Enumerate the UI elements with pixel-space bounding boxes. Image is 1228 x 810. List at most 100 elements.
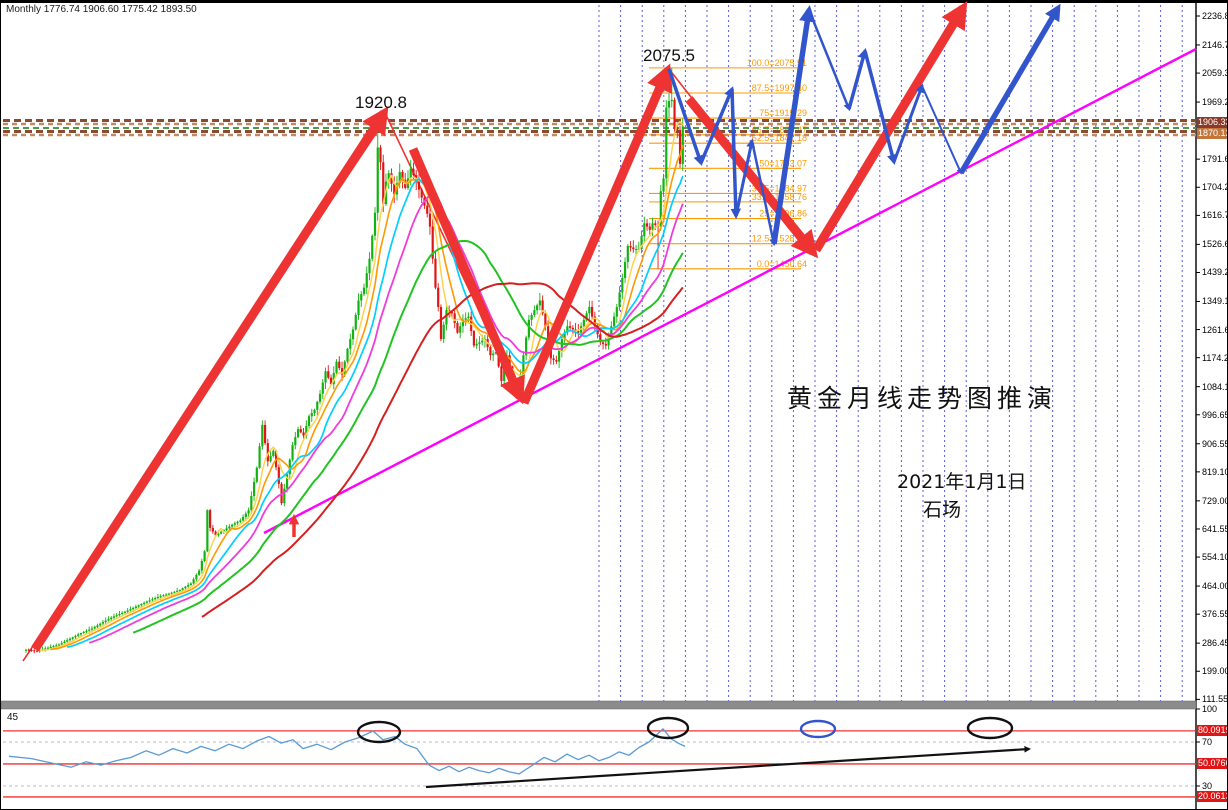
axis-price-label: 1969.20 <box>1202 97 1227 108</box>
blue-projection-arrow <box>730 88 742 220</box>
candle-body <box>547 326 550 343</box>
candle-body <box>49 646 52 648</box>
candle-body <box>555 360 558 362</box>
candle-body <box>536 305 539 311</box>
candle-body <box>678 130 682 164</box>
candle-body <box>632 247 635 250</box>
candle-body <box>365 273 368 288</box>
candle-body <box>582 319 585 327</box>
candle-body <box>299 429 302 433</box>
candle-body <box>236 521 239 524</box>
axis-price-tag: 1870.12 <box>1197 128 1227 140</box>
candle-body <box>82 631 85 633</box>
candle-body <box>211 527 214 532</box>
axis-price-label: 554.10 <box>1202 552 1228 563</box>
axis-price-label: 1791.65 <box>1202 154 1227 165</box>
candle-body <box>74 635 77 638</box>
candle-body <box>343 361 346 375</box>
candle-body <box>492 353 495 356</box>
candle-body <box>217 533 220 536</box>
candle-body <box>250 496 253 511</box>
candle-body <box>247 510 250 514</box>
blue-projection-arrow <box>750 140 777 247</box>
candle-body <box>354 314 357 330</box>
trendline-magenta <box>263 47 1197 535</box>
candle-body <box>508 355 511 367</box>
candle-body <box>673 99 676 127</box>
candle-body <box>288 459 291 475</box>
candle-body <box>577 331 580 333</box>
candle-body <box>206 510 209 552</box>
moving-average <box>39 120 684 652</box>
candle-body <box>63 641 66 644</box>
candle-body <box>252 481 256 497</box>
candle-body <box>461 319 465 327</box>
axis-price-label: 199.00 <box>1202 666 1228 677</box>
candle-body <box>629 245 632 248</box>
candle-body <box>285 474 289 489</box>
candle-body <box>44 648 47 650</box>
candle-body <box>426 205 429 214</box>
candle-body <box>445 310 448 325</box>
candle-body <box>104 620 107 623</box>
candle-body <box>318 393 322 402</box>
candle-body <box>52 646 55 648</box>
fib-label: 37.5=1684.97 <box>752 183 807 193</box>
candle-body <box>302 432 305 436</box>
candle-body <box>159 596 162 598</box>
indicator-axis-label: 30 <box>1202 781 1213 791</box>
candle-body <box>57 644 61 646</box>
candle-body <box>351 329 355 340</box>
candle-body <box>610 326 613 336</box>
candle-body <box>329 377 333 385</box>
candle-body <box>401 171 404 180</box>
candle-body <box>173 591 176 593</box>
candle-body <box>30 650 33 652</box>
chart-title: 黄金月线走势图推演 <box>787 384 1058 413</box>
candle-body <box>621 278 624 293</box>
candle-body <box>574 329 577 332</box>
axis-price-label: 1349.10 <box>1202 296 1227 307</box>
moving-average <box>88 193 684 644</box>
candle-body <box>145 601 149 603</box>
candle-body <box>77 634 80 636</box>
blue-projection-arrow <box>863 50 898 166</box>
candle-body <box>198 570 201 575</box>
candle-body <box>368 258 371 274</box>
candle-body <box>283 488 286 504</box>
indicator-trend-arrow <box>425 745 1031 789</box>
candle-body <box>489 347 492 356</box>
axis-price-label: 1439.20 <box>1202 267 1227 278</box>
red-projection-arrow <box>519 63 672 405</box>
candle-body <box>349 339 352 349</box>
candle-body <box>272 450 275 456</box>
candle-body <box>35 650 39 652</box>
blue-projection-arrow <box>921 85 963 175</box>
candle-body <box>107 619 110 621</box>
candle-body <box>27 649 30 651</box>
candle-body <box>618 292 621 307</box>
axis-price-label: 906.55 <box>1202 438 1228 449</box>
candle-body <box>481 340 484 343</box>
candle-body <box>66 640 69 642</box>
candle-body <box>214 531 217 536</box>
candle-body <box>258 446 261 468</box>
candle-body <box>393 183 396 195</box>
candle-body <box>332 372 335 385</box>
blue-projection-arrow <box>892 83 925 163</box>
blue-projection-arrow <box>699 86 735 164</box>
axis-price-label: 1704.20 <box>1202 182 1227 193</box>
candle-body <box>654 223 657 225</box>
candle-body <box>101 622 105 624</box>
axis-price-label: 1174.20 <box>1202 352 1227 363</box>
highlight-ellipse <box>646 716 690 740</box>
candle-body <box>55 645 58 647</box>
candle-body <box>266 443 269 462</box>
candle-body <box>321 382 324 394</box>
candle-body <box>154 598 157 600</box>
candle-body <box>360 294 363 301</box>
candle-body <box>530 314 533 320</box>
red-projection-arrow <box>812 1 968 253</box>
